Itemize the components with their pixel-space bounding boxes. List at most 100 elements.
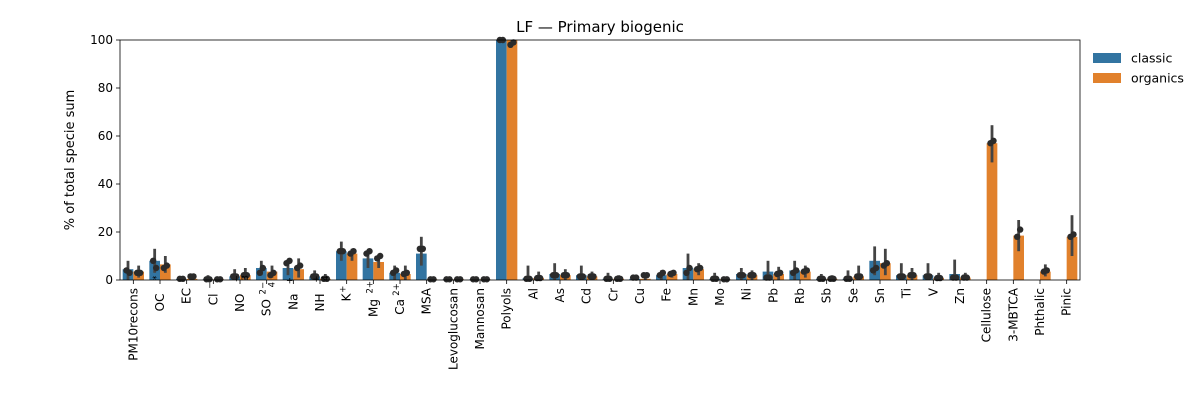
point-classic-18-1 — [606, 275, 613, 282]
chart-title: LF — Primary biogenic — [516, 18, 684, 36]
x-tick-label-21: Mn — [686, 288, 700, 306]
point-organics-21-1 — [696, 264, 704, 272]
point-organics-29-1 — [910, 272, 917, 279]
point-classic-21-1 — [686, 264, 693, 272]
point-organics-6-1 — [296, 262, 304, 269]
point-organics-11-1 — [430, 276, 437, 283]
x-tick-label-24: Pb — [766, 288, 780, 303]
point-classic-13-1 — [472, 276, 480, 283]
point-organics-13-1 — [483, 276, 491, 283]
point-organics-5-1 — [270, 269, 277, 276]
point-classic-23-1 — [739, 272, 747, 279]
y-tick-label-40: 40 — [98, 177, 113, 191]
bar-classic-9 — [362, 258, 374, 280]
point-organics-19-1 — [643, 272, 651, 279]
bar-organics-33 — [1013, 235, 1024, 280]
point-organics-17-1 — [590, 273, 597, 280]
legend: classic organics — [1093, 51, 1184, 86]
x-tick-label-28: Sn — [873, 288, 887, 303]
point-classic-16-1 — [552, 272, 560, 279]
x-tick-label-26: Sb — [820, 288, 834, 303]
bar-organics-35 — [1066, 236, 1078, 280]
x-axis: PM10recons OC* EC Cl− NO3− SO42− Na+ NH4+ K+ Mg2+… — [126, 275, 1073, 370]
point-organics-16-1 — [563, 272, 571, 279]
error-bars-layer — [126, 40, 1074, 280]
point-classic-1-0 — [149, 257, 157, 264]
x-tick-label-23: Ni — [740, 288, 754, 300]
x-tick-label-8: K+ — [339, 286, 354, 302]
legend-label-organics: organics — [1131, 71, 1184, 86]
point-classic-4-1 — [232, 273, 240, 280]
point-classic-7-1 — [312, 273, 320, 280]
bars-layer — [122, 40, 1078, 280]
bar-organics-8 — [346, 253, 358, 280]
point-classic-8-1 — [339, 248, 347, 255]
x-tick-label-30: V — [926, 287, 940, 296]
point-classic-24-1 — [766, 274, 773, 281]
point-organics-28-1 — [883, 260, 891, 267]
y-tick-label-80: 80 — [98, 81, 113, 95]
point-organics-14-1 — [510, 39, 517, 46]
point-organics-22-1 — [723, 276, 731, 283]
point-organics-32-1 — [990, 137, 997, 144]
point-organics-24-1 — [776, 269, 784, 276]
point-classic-5-0 — [256, 269, 264, 276]
point-classic-10-1 — [392, 267, 400, 274]
x-tick-label-20: Fe — [660, 288, 674, 302]
bar-classic-14 — [496, 40, 507, 280]
point-organics-18-1 — [616, 275, 624, 282]
x-tick-label-17: Cd — [580, 288, 594, 304]
x-tick-label-4: NO3− — [232, 275, 251, 312]
legend-label-classic: classic — [1131, 51, 1173, 66]
bar-organics-32 — [986, 143, 998, 280]
y-tick-label-0: 0 — [105, 273, 113, 287]
x-tick-label-25: Rb — [793, 288, 807, 304]
y-tick-label-20: 20 — [98, 225, 113, 239]
x-tick-label-22: Mo — [713, 288, 727, 306]
plot-area-frame — [119, 39, 1081, 281]
point-classic-30-1 — [926, 273, 933, 280]
bar-classic-11 — [416, 253, 427, 280]
point-organics-1-1 — [163, 262, 171, 269]
x-tick-label-9: Mg2+ — [365, 281, 380, 317]
x-tick-label-2: EC — [180, 288, 194, 304]
bar-classic-8 — [336, 251, 347, 280]
point-classic-21-0 — [683, 269, 690, 276]
y-axis-title: % of total specie sum — [63, 90, 78, 231]
point-organics-20-1 — [670, 269, 677, 276]
x-tick-label-31: Zn — [953, 288, 967, 304]
x-tick-label-6: Na+ — [285, 277, 300, 310]
point-classic-12-1 — [446, 276, 453, 283]
point-classic-1-1 — [152, 264, 160, 272]
x-tick-label-35: Pinic — [1060, 288, 1074, 316]
y-tick-label-60: 60 — [98, 129, 113, 143]
point-organics-27-1 — [856, 273, 864, 280]
bar-organics-9 — [373, 262, 384, 280]
point-classic-25-1 — [792, 267, 800, 274]
x-tick-label-3: Cl− — [205, 282, 220, 305]
point-organics-31-1 — [963, 274, 971, 281]
point-organics-9-1 — [376, 252, 384, 260]
x-tick-label-33: 3-MBTCA — [1006, 287, 1020, 342]
point-classic-2-1 — [179, 275, 187, 282]
point-classic-27-1 — [846, 275, 853, 282]
point-organics-8-1 — [350, 248, 357, 255]
point-classic-5-1 — [259, 264, 267, 272]
x-tick-label-34: Phthalic — [1033, 288, 1047, 336]
point-organics-33-1 — [1016, 226, 1024, 233]
x-tick-label-7: NH4+ — [312, 276, 331, 312]
point-classic-9-1 — [366, 248, 373, 255]
x-tick-label-5: SO42− — [259, 282, 278, 316]
x-tick-label-10: Ca2+ — [392, 283, 407, 314]
x-tick-label-16: As — [553, 288, 567, 302]
point-organics-34-1 — [1043, 267, 1051, 274]
x-tick-label-12: Levoglucosan — [446, 288, 460, 370]
point-organics-10-1 — [403, 269, 411, 276]
point-classic-19-1 — [632, 274, 640, 281]
x-tick-label-32: Cellulose — [980, 288, 994, 342]
point-organics-26-1 — [830, 275, 837, 282]
x-tick-label-15: Al — [526, 288, 540, 300]
point-classic-26-1 — [819, 275, 827, 282]
points-layer — [123, 36, 1077, 283]
